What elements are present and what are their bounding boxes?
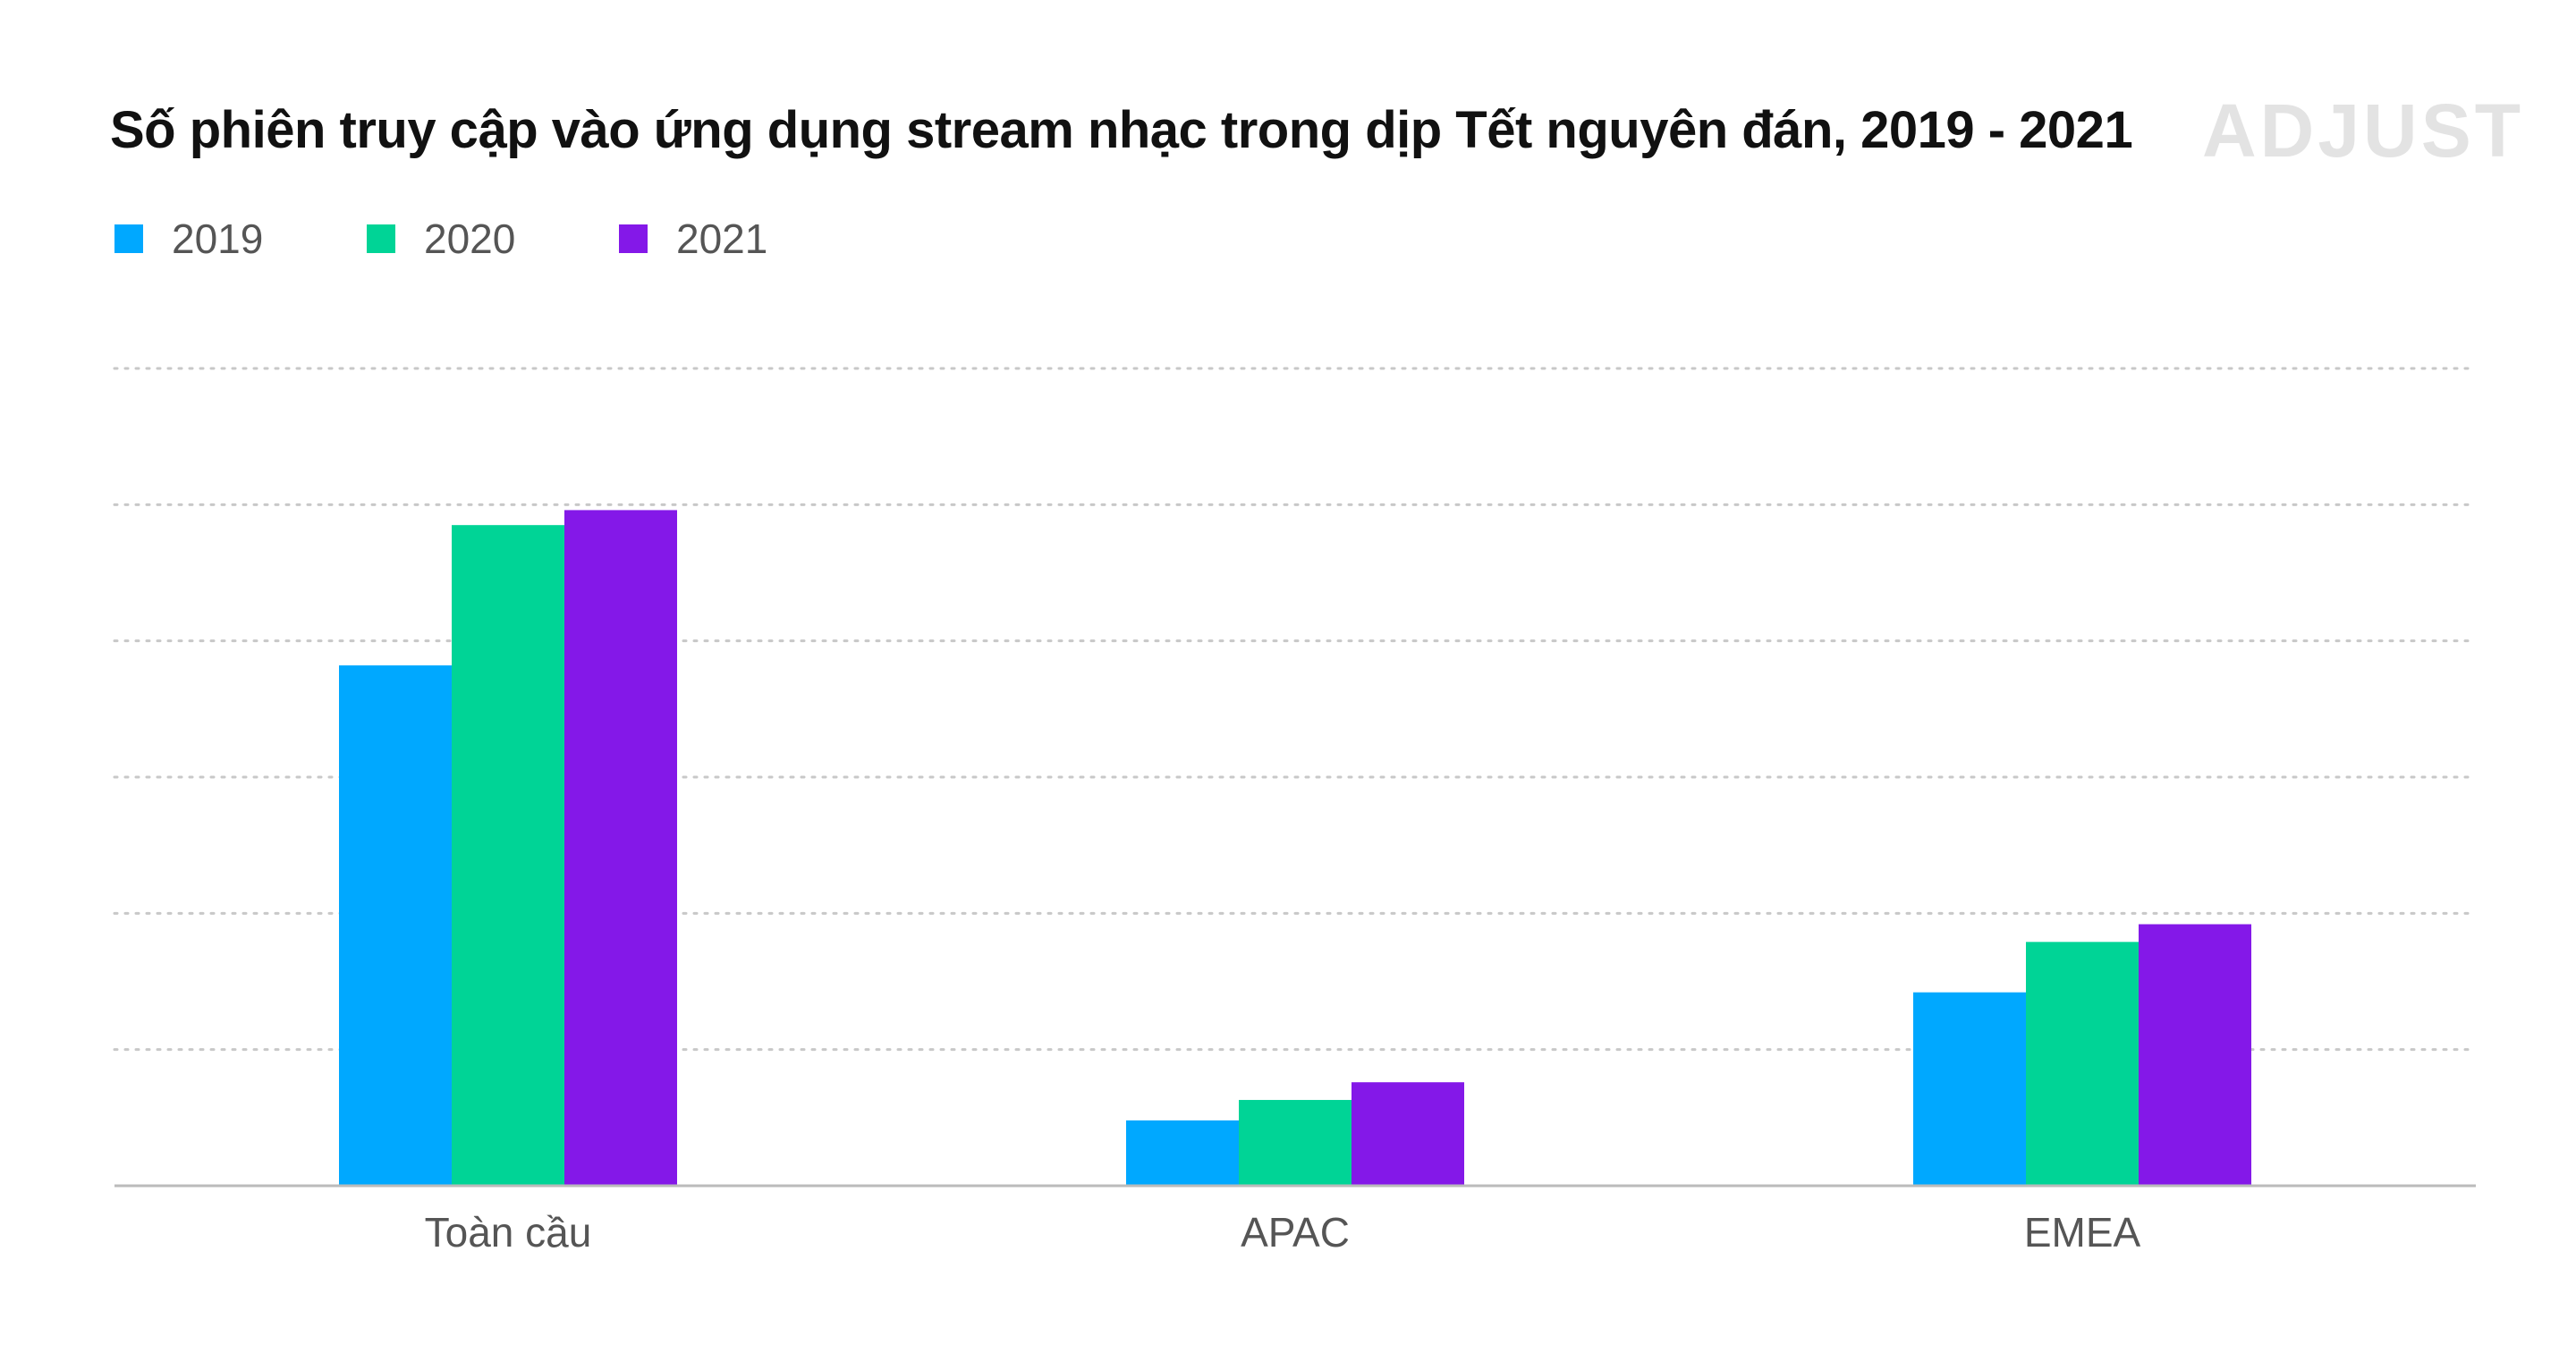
legend-item-2019: 2019	[114, 215, 263, 263]
category-label: APAC	[1241, 1209, 1350, 1256]
category-label: EMEA	[2024, 1209, 2141, 1256]
legend-item-2020: 2020	[367, 215, 515, 263]
bar-2020-1	[1239, 1100, 1352, 1186]
bar-2019-0	[339, 665, 452, 1186]
legend-swatch-2020	[367, 224, 395, 253]
legend-swatch-2021	[619, 224, 648, 253]
category-label: Toàn cầu	[425, 1209, 592, 1256]
legend-item-2021: 2021	[619, 215, 767, 263]
legend-label-2019: 2019	[172, 216, 264, 262]
chart-title: Số phiên truy cập vào ứng dụng stream nh…	[110, 101, 2133, 159]
legend-label-2021: 2021	[676, 216, 768, 262]
legend-swatch-2019	[114, 224, 143, 253]
adjust-logo: ADJUST	[2202, 89, 2525, 173]
bar-2021-1	[1352, 1082, 1464, 1186]
bar-2020-2	[2026, 942, 2139, 1186]
bar-2019-2	[1913, 992, 2026, 1186]
bar-2021-2	[2139, 924, 2251, 1186]
legend-label-2020: 2020	[424, 216, 516, 262]
bar-2020-0	[452, 525, 564, 1186]
bar-2019-1	[1126, 1120, 1239, 1186]
bar-2021-0	[564, 510, 677, 1186]
